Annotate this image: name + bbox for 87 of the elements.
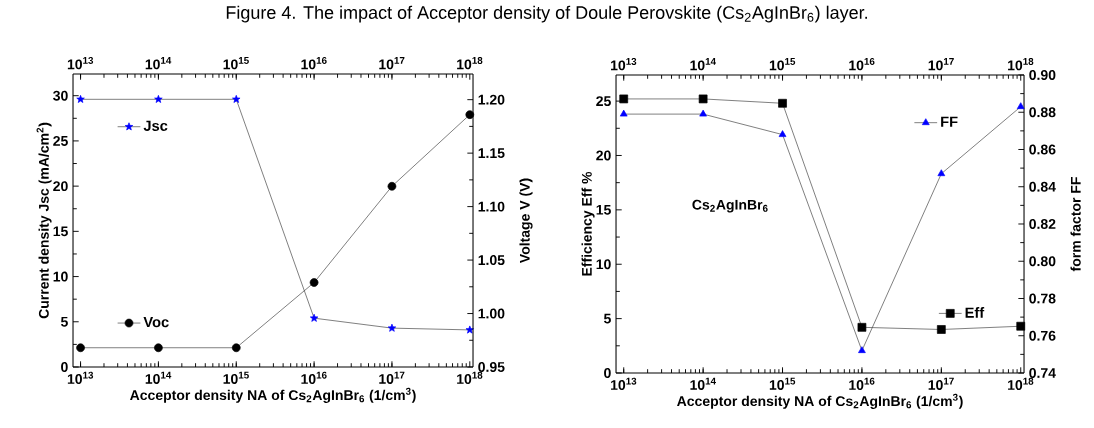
text: 10$^{16}$ [849, 377, 875, 390]
point [154, 94, 163, 103]
point [465, 110, 475, 119]
y2-tick-label: 1.10 [478, 201, 505, 212]
x-tick-label: 10$^{13}$ [67, 57, 94, 70]
y-tick-label: 15 [596, 204, 611, 215]
y2-tick-label: 1.00 [478, 308, 505, 319]
text: 10$^{17}$ [928, 377, 954, 390]
text: 10$^{15}$ [223, 371, 249, 384]
point [1016, 102, 1025, 109]
y2-tick-label: 1.20 [478, 94, 505, 105]
point [231, 343, 241, 353]
x-tick-label: 10$^{18}$ [1008, 58, 1034, 71]
text: 10$^{13}$ [67, 371, 94, 384]
x-tick-label: 10$^{15}$ [223, 57, 249, 70]
x-axis-title: Acceptor density NA of Cs$_{2}$AgInBr$_{6}$ (1/cm$^{3}$) [130, 387, 416, 403]
legend-label: Eff [965, 307, 985, 318]
x-axis-title: Acceptor density NA of Cs$_{2}$AgInBr$_{6}$ (1/cm$^{3}$) [677, 393, 963, 409]
point [857, 322, 867, 332]
y-tick-label: 30 [53, 90, 68, 101]
point [154, 343, 163, 353]
y-tick-label: 10 [596, 259, 611, 270]
y2-tick-label: 0.90 [1029, 70, 1056, 80]
y2-tick-label: 0.78 [1029, 293, 1056, 304]
x-tick-label: 10$^{18}$ [457, 57, 483, 70]
y-tick-label: 0 [604, 368, 611, 378]
point [699, 109, 707, 117]
point [619, 94, 629, 104]
y2-tick-label: 0.76 [1029, 330, 1056, 341]
text: 10$^{13}$ [611, 377, 637, 390]
point [387, 181, 397, 191]
legend-label: FF [941, 116, 958, 127]
y2-axis-title: form factor FF [1070, 177, 1081, 272]
y2-tick-label: 0.82 [1029, 219, 1056, 229]
text: 10$^{18}$ [457, 371, 483, 384]
y2-tick-label: 0.95 [478, 362, 505, 372]
y-axis-title: Efficiency Eff % [581, 171, 595, 276]
point [937, 169, 946, 177]
y2-tick-label: 1.15 [478, 148, 505, 159]
x-tick-label: 10$^{17}$ [379, 57, 405, 70]
y-tick-label: 25 [596, 96, 611, 107]
point [76, 94, 85, 103]
point [698, 94, 708, 104]
point [387, 323, 397, 332]
y2-tick-label: 0.80 [1029, 256, 1056, 267]
y2-tick-label: 0.88 [1029, 107, 1056, 118]
point [936, 325, 946, 334]
x-tick-label: 10$^{16}$ [849, 58, 875, 71]
y-tick-label: 15 [53, 226, 68, 237]
y-tick-label: 20 [53, 181, 68, 192]
y-tick-label: 20 [596, 150, 611, 161]
text: 10$^{14}$ [690, 377, 716, 390]
y-tick-label: 5 [603, 313, 611, 324]
point [778, 98, 787, 108]
y2-axis-title: Voltage V (V) [519, 178, 533, 264]
point [619, 109, 628, 117]
point [778, 130, 787, 137]
point [465, 325, 474, 334]
text: 10$^{15}$ [769, 377, 796, 390]
y2-tick-label: 0.74 [1029, 368, 1056, 378]
point [232, 94, 241, 103]
x-tick-label: 10$^{14}$ [690, 58, 716, 71]
text: Figure 4. The impact of Acceptor density of Doule Perovskite (Cs$_{2}$AgInBr$_{6}$) layer. [226, 5, 868, 23]
y-tick-label: 25 [53, 135, 68, 146]
legend-label: Jsc [143, 120, 168, 131]
annotation: Cs$_{2}$AgInBr$_{6}$ [692, 199, 768, 213]
text: 10$^{17}$ [379, 371, 405, 384]
y-axis-title: Current density Jsc (mA/cm$^{2}$) [36, 122, 52, 319]
x-tick-label: 10$^{14}$ [145, 57, 172, 70]
x-tick-label: 10$^{13}$ [611, 58, 637, 71]
point [309, 313, 319, 322]
y2-tick-label: 1.05 [478, 255, 505, 266]
point [858, 346, 866, 353]
x-tick-label: 10$^{16}$ [301, 57, 327, 70]
x-tick-label: 10$^{15}$ [769, 58, 796, 71]
y2-tick-label: 0.84 [1029, 181, 1056, 192]
y2-tick-label: 0.86 [1029, 144, 1056, 155]
point [76, 343, 85, 353]
y-tick-label: 0 [61, 362, 68, 372]
text: 10$^{16}$ [301, 371, 327, 384]
y-tick-label: 5 [60, 316, 68, 327]
point [309, 278, 319, 287]
text: 10$^{14}$ [145, 371, 172, 384]
legend-label: Voc [143, 317, 169, 328]
x-tick-label: 10$^{17}$ [928, 58, 954, 71]
text: 10$^{18}$ [1008, 377, 1034, 390]
y-tick-label: 10 [53, 271, 68, 282]
